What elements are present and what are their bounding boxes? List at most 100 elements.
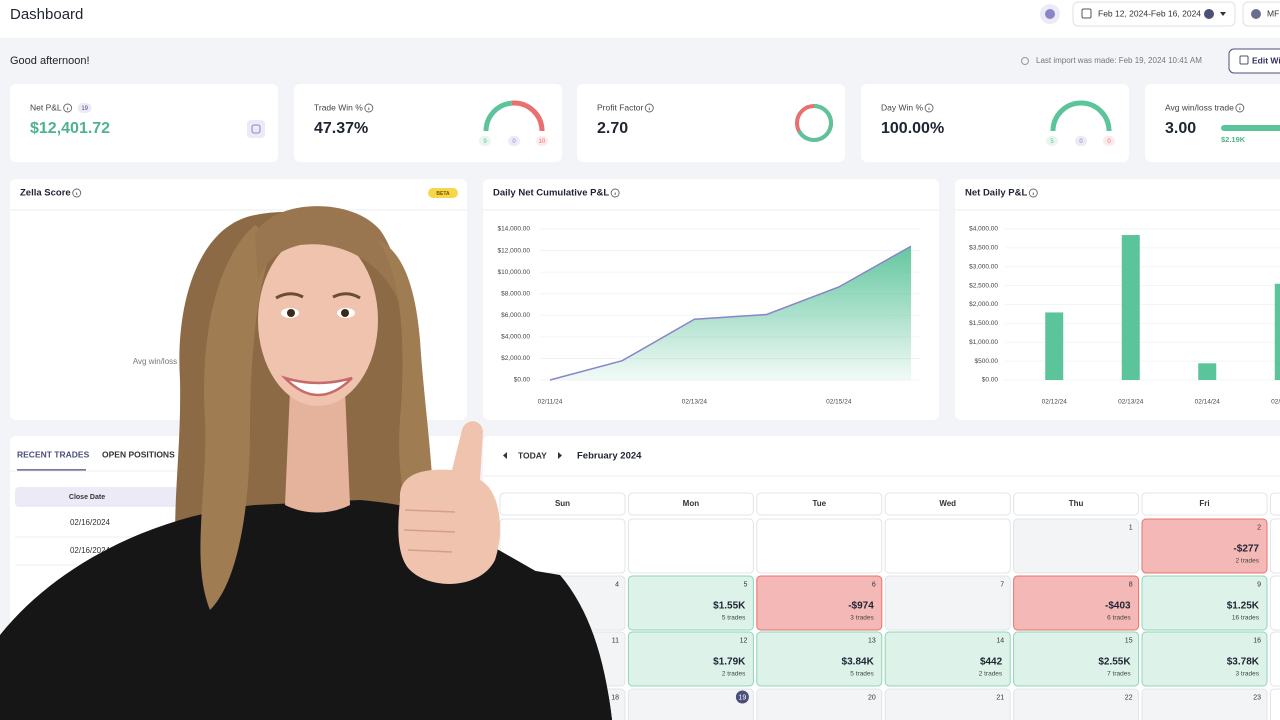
gauge-count: 0 [1079, 139, 1083, 145]
next-month[interactable] [558, 452, 562, 459]
y-tick-label: $4,000.00 [969, 226, 998, 233]
gauge-segment [1050, 100, 1112, 132]
calendar-day[interactable] [627, 688, 754, 720]
info-icon [1028, 188, 1038, 198]
x-tick-label: 02/15/24 [826, 399, 852, 406]
current-day-marker [735, 690, 749, 704]
y-tick-label: $3,500.00 [969, 245, 998, 252]
gauge-count: 0 [1107, 139, 1111, 145]
calendar-day[interactable] [1141, 518, 1268, 574]
calendar-day[interactable] [1013, 631, 1140, 687]
day-pnl: -$403 [1105, 601, 1131, 612]
calendar-day [756, 518, 883, 574]
calendar-day[interactable] [627, 575, 754, 631]
edit-widgets-button[interactable] [1228, 48, 1280, 74]
account-menu[interactable] [1242, 1, 1280, 27]
day-number: 1 [1129, 524, 1133, 531]
date-picker[interactable] [1072, 1, 1236, 27]
day-number: 23 [1253, 694, 1261, 701]
prev-month[interactable] [503, 452, 507, 459]
calendar-day[interactable] [1013, 518, 1140, 574]
info-icon [610, 188, 620, 198]
calendar-day [1269, 575, 1280, 631]
calendar-day[interactable] [1013, 575, 1140, 631]
today-button[interactable]: TODAY [518, 450, 547, 460]
stat-value: 3.00 [1165, 120, 1196, 137]
x-tick-label: 02/14/24 [1195, 399, 1221, 406]
day-header [756, 492, 883, 516]
calendar-day[interactable] [1013, 688, 1140, 720]
gauge-count-badge [1103, 136, 1115, 146]
day-pnl: $1.55K [713, 601, 746, 612]
x-tick-label: 02/15/24 [1271, 399, 1280, 406]
hair-top [255, 206, 399, 300]
day-number: 5 [743, 581, 747, 588]
gauge-segment [511, 100, 545, 132]
day-header-label: Sun [555, 499, 570, 508]
day-trades: 6 trades [1107, 615, 1131, 622]
y-tick-label: $14,000.00 [497, 226, 530, 233]
view-button[interactable] [247, 120, 265, 138]
pupil-right [341, 309, 349, 317]
gauge-count: 9 [483, 139, 487, 145]
info-icon [364, 103, 374, 113]
calendar-day[interactable] [756, 631, 883, 687]
calendar-day[interactable] [884, 575, 1011, 631]
area-line [549, 245, 912, 381]
day-number: 7 [1000, 581, 1004, 588]
day-number: 19 [739, 694, 747, 701]
sync-icon [1021, 57, 1029, 65]
brow-right [332, 292, 361, 300]
calendar-day[interactable] [1141, 688, 1268, 720]
day-number: 13 [868, 637, 876, 644]
day-trades: 3 trades [1236, 671, 1260, 678]
day-number: 11 [612, 637, 619, 644]
day-number: 16 [1253, 637, 1261, 644]
calendar-day[interactable] [756, 575, 883, 631]
mouth [280, 375, 353, 397]
day-trades: 5 trades [722, 615, 746, 622]
day-pnl: $442 [980, 657, 1003, 668]
calendar-day [1269, 518, 1280, 574]
count-badge-text: 19 [81, 106, 88, 112]
bar [1121, 235, 1140, 380]
calendar-day[interactable] [627, 631, 754, 687]
profit-ring-gain [797, 104, 833, 142]
day-trades: 7 trades [1107, 671, 1131, 678]
tab[interactable]: OPEN POSITIONS [102, 449, 175, 459]
day-number: 18 [611, 694, 619, 701]
calendar-day[interactable] [884, 688, 1011, 720]
calendar-day[interactable] [756, 688, 883, 720]
y-tick-label: $1,500.00 [969, 320, 998, 327]
calendar-day [884, 518, 1011, 574]
day-trades: 16 trades [1232, 615, 1260, 622]
stat-value: 2.70 [597, 120, 628, 137]
y-tick-label: $10,000.00 [497, 269, 530, 276]
table-cell: 02/16/2024 [70, 546, 111, 555]
day-pnl: -$974 [848, 601, 874, 612]
clear-date[interactable] [1204, 9, 1214, 19]
calendar-day[interactable] [1141, 575, 1268, 631]
x-tick-label: 02/12/24 [1042, 399, 1068, 406]
stat-card [861, 84, 1129, 162]
panel-title: Zella Score [20, 188, 71, 199]
calendar-day[interactable] [1141, 631, 1268, 687]
calendar-day[interactable] [884, 631, 1011, 687]
page-title: Dashboard [10, 6, 83, 23]
info-icon [72, 188, 82, 198]
month-label: February 2024 [577, 451, 642, 462]
day-header-label: Thu [1069, 499, 1084, 508]
day-pnl: $3.78K [1227, 657, 1260, 668]
tab[interactable]: RECENT TRADES [17, 449, 90, 459]
day-number: 20 [868, 694, 876, 701]
gauge-count: 5 [1050, 139, 1054, 145]
brow-left [275, 292, 304, 300]
finger-lines [403, 509, 456, 553]
presenter-overlay [0, 206, 612, 720]
stat-label: Day Win % [881, 102, 923, 112]
date-range: Feb 12, 2024-Feb 16, 2024 [1098, 8, 1201, 18]
gauge-count: 0 [512, 139, 516, 145]
neck [285, 390, 350, 513]
top-bar [0, 0, 1280, 38]
